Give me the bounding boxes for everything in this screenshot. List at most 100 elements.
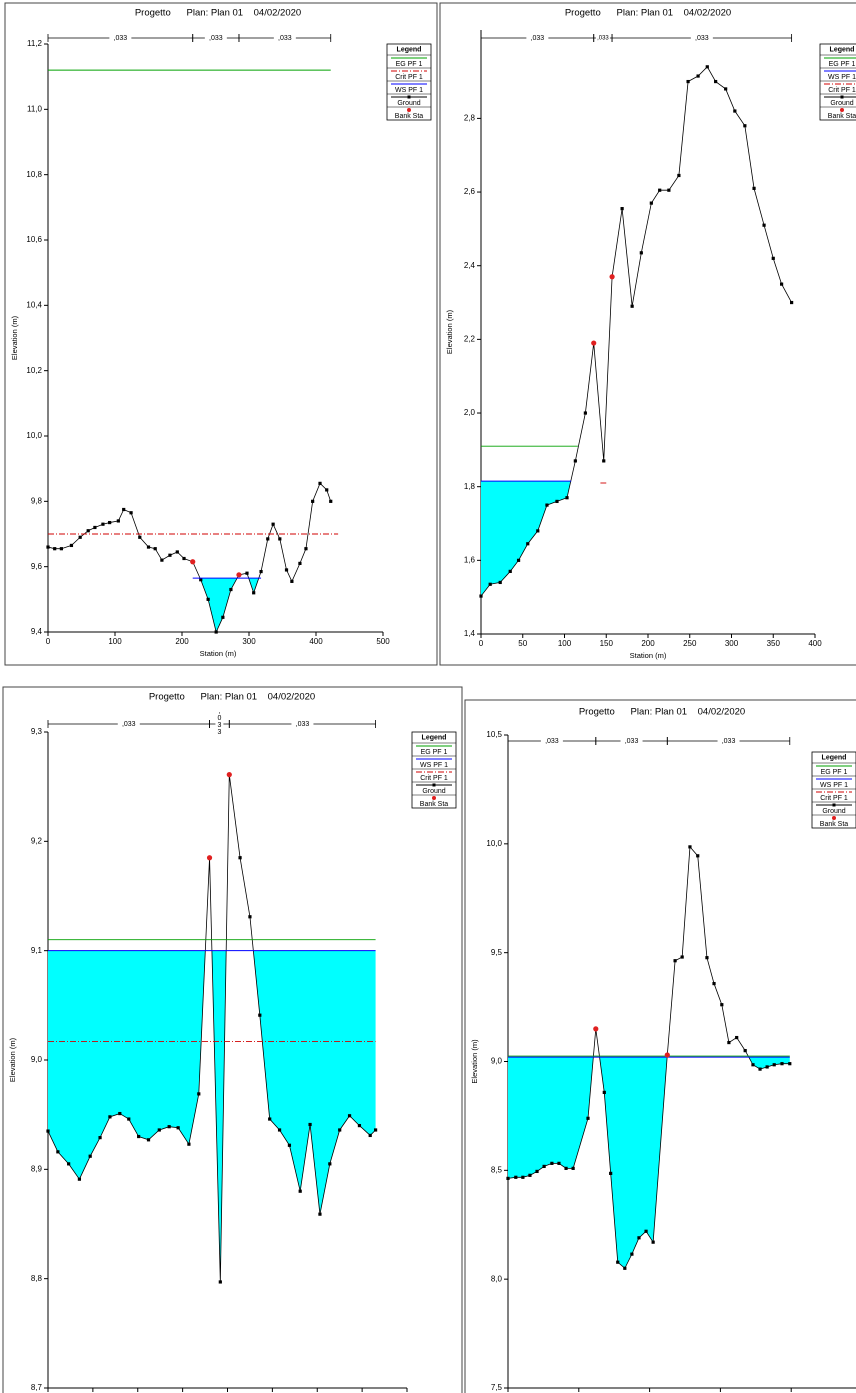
n-label-bg: [204, 34, 227, 42]
y-tick-label: 1,6: [464, 555, 476, 564]
ground-point: [252, 591, 256, 595]
ground-point: [620, 207, 624, 211]
ground-point: [298, 561, 302, 565]
ground-point: [127, 1117, 131, 1121]
chart-title: Progetto Plan: Plan 01 04/02/2020: [149, 692, 315, 703]
ground-point: [714, 79, 718, 84]
y-tick-label: 9,0: [31, 1055, 43, 1064]
n-label: ,033: [695, 35, 709, 42]
legend-box: [386, 43, 432, 121]
n-label-bg: [540, 737, 563, 745]
panel: Progetto Plan: Plan 01 04/02/2020 9,4 9,6 9…: [4, 2, 438, 666]
ground-point: [187, 1142, 191, 1146]
ground-point: [308, 1122, 312, 1127]
bank-station: [591, 340, 597, 346]
n-label: ,033: [122, 721, 136, 728]
ground-point: [573, 459, 577, 463]
ground-point: [727, 1040, 731, 1045]
panel: Progetto Plan: Plan 01 04/02/2020 7,5 8,0 8…: [464, 699, 856, 1393]
ground-point: [77, 1177, 82, 1181]
y-tick-label: 1,4: [464, 629, 476, 638]
ground-point: [528, 1173, 532, 1177]
x-tick-label: 150: [600, 639, 614, 648]
ground-point: [266, 537, 270, 541]
ground-point: [108, 520, 112, 525]
ground-point: [214, 630, 218, 634]
legend-marker: [432, 783, 436, 787]
ground-point: [329, 499, 333, 503]
ground-point: [347, 1114, 352, 1118]
ground-point: [206, 597, 210, 601]
ground-point: [271, 522, 275, 526]
ground-point: [508, 569, 512, 573]
legend-label: Ground: [822, 808, 845, 815]
ground-point: [98, 1136, 102, 1140]
ground-point: [545, 503, 549, 507]
n-label-bg: [690, 34, 713, 42]
y-tick-label: 1,8: [464, 482, 476, 491]
ground-point: [735, 1035, 739, 1040]
legend-label: Ground: [397, 100, 420, 107]
ground-point: [564, 1166, 568, 1170]
x-tick-label: 200: [175, 637, 189, 646]
y-axis-label: Elevation (m): [470, 1039, 479, 1084]
ground-point: [705, 65, 709, 69]
ground-point: [479, 594, 483, 598]
legend-marker: [840, 95, 844, 99]
y-tick-label: 9,0: [491, 1057, 503, 1066]
n-label-bg: [717, 737, 740, 745]
ground-point: [318, 1212, 322, 1216]
ground-point: [338, 1128, 342, 1132]
ground-point: [602, 459, 606, 463]
ground-point: [526, 542, 530, 546]
ground-point: [373, 1128, 378, 1132]
y-tick-label: 2,0: [464, 408, 476, 417]
y-tick-label: 8,7: [31, 1383, 43, 1392]
panel: Progetto Plan: Plan 01 04/02/2020 1,4 1,6 1…: [439, 2, 856, 666]
n-label-bg: [109, 34, 132, 42]
ground-point: [630, 1252, 634, 1256]
y-tick-label: 10,2: [26, 366, 42, 375]
ground-point: [93, 525, 97, 530]
ground-point: [686, 79, 690, 84]
ground-point: [88, 1154, 92, 1158]
ground-point: [712, 981, 716, 986]
x-tick-label: 50: [518, 639, 527, 648]
ground-point: [146, 545, 151, 549]
ground-point: [688, 845, 692, 849]
legend-marker: [407, 95, 411, 99]
x-axis-label: Station (m): [200, 649, 237, 658]
series-line: [47, 774, 376, 1282]
x-tick-label: 200: [641, 639, 655, 648]
legend-label: Bank Sta: [820, 821, 849, 828]
ground-point: [153, 547, 157, 551]
y-axis-label: Elevation (m): [8, 1037, 17, 1082]
n-label-bg: [620, 737, 643, 745]
ground-point: [287, 1143, 292, 1147]
ground-point: [623, 1266, 627, 1270]
y-tick-label: 10,6: [26, 235, 42, 244]
n-label: ,033: [597, 36, 609, 42]
ground-point: [258, 1013, 262, 1017]
chart-title: Progetto Plan: Plan 01 04/02/2020: [565, 8, 731, 19]
ground-point: [229, 587, 233, 592]
ground-point: [53, 547, 57, 551]
ground-point: [328, 1162, 332, 1166]
legend-symbol: [407, 108, 411, 112]
y-tick-label: 9,3: [31, 727, 43, 736]
ground-point: [304, 547, 308, 551]
ground-point: [122, 507, 126, 512]
y-tick-label: 2,8: [464, 113, 476, 122]
legend-label: WS PF 1: [420, 762, 448, 769]
ground-point: [318, 481, 322, 485]
legend-symbol: [432, 796, 436, 800]
ground-point: [116, 519, 120, 523]
ground-point: [571, 1166, 575, 1170]
n-label: ,033: [278, 35, 292, 42]
ground-point: [565, 496, 569, 500]
ground-point: [696, 74, 700, 78]
ground-point: [772, 1063, 776, 1067]
ground-point: [639, 251, 643, 255]
